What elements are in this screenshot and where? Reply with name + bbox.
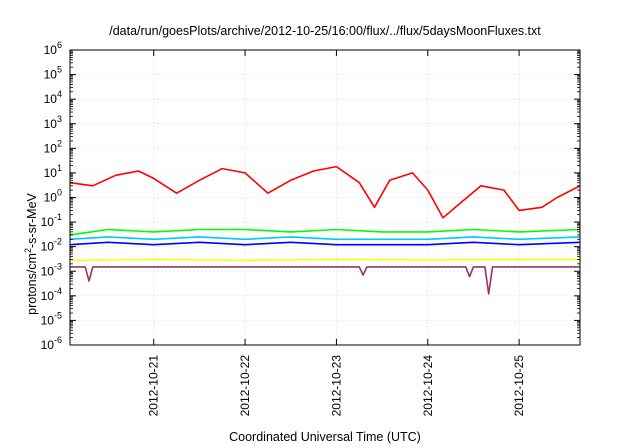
x-tick-labels: 2012-10-21 2012-10-22 2012-10-23 2012-10-24…: [147, 355, 526, 417]
y-tick-label: 101: [44, 163, 62, 180]
grid: [70, 50, 580, 345]
y-tick-label: 10-3: [41, 261, 62, 278]
series-line-2: [69, 228, 581, 236]
y-axis-label: protons/cm2-s-sr-MeV: [23, 192, 39, 314]
y-tick-label: 100: [44, 188, 62, 205]
y-tick-label: 10-6: [41, 335, 62, 352]
y-axis-label-sup: 2: [23, 248, 33, 253]
y-axis-label-suffix: -s-sr-MeV: [25, 192, 39, 248]
y-tick-label: 106: [44, 40, 62, 57]
y-tick-label: 102: [44, 138, 62, 155]
series-group: [69, 165, 581, 295]
series-line-5: [69, 258, 580, 262]
series-line-1: [69, 165, 581, 219]
x-tick-label: 2012-10-22: [238, 355, 252, 417]
y-tick-label: 10-4: [41, 286, 62, 303]
x-axis-label: Coordinated Universal Time (UTC): [229, 430, 421, 444]
y-tick-label: 104: [44, 89, 62, 106]
x-tick-label: 2012-10-21: [147, 355, 161, 417]
y-tick-labels: 10-6 10-5 10-4 10-3 10-2 10-1 100 101 102 103 104 1…: [41, 40, 62, 352]
chart-title: /data/run/goesPlots/archive/2012-10-25/1…: [109, 24, 541, 38]
y-tick-label: 10-1: [41, 212, 62, 229]
y-tick-label: 105: [44, 65, 62, 82]
series-line-6: [70, 266, 580, 295]
x-tick-label: 2012-10-25: [512, 355, 526, 417]
ticks: [70, 49, 580, 346]
x-tick-label: 2012-10-23: [329, 355, 343, 417]
y-tick-label: 10-2: [41, 237, 62, 254]
x-tick-label: 2012-10-24: [421, 355, 435, 417]
y-tick-label: 103: [44, 114, 62, 131]
y-axis-label-prefix: protons/cm: [25, 253, 39, 315]
y-tick-label: 10-5: [41, 310, 62, 327]
series-line-4: [69, 241, 581, 246]
series-line-3: [69, 236, 581, 241]
